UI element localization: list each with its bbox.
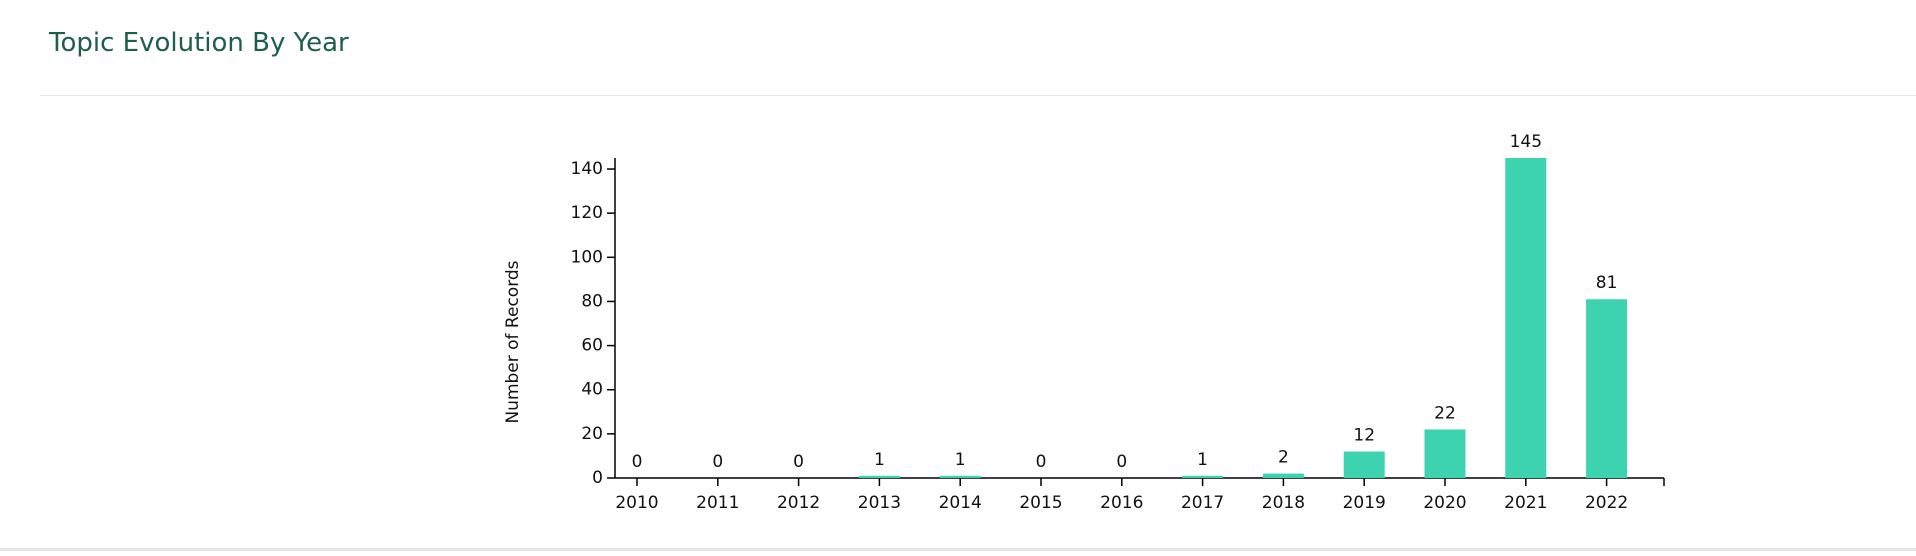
x-tick-label: 2018 — [1262, 493, 1305, 513]
y-tick-label: 140 — [571, 159, 603, 179]
value-label: 1 — [955, 450, 966, 470]
y-tick-label: 20 — [581, 424, 603, 444]
x-tick-label: 2015 — [1019, 493, 1062, 513]
bar — [1262, 473, 1304, 478]
value-label: 0 — [712, 452, 723, 472]
y-axis-label: Number of Records — [503, 260, 523, 423]
value-label: 0 — [1036, 452, 1047, 472]
x-tick-label: 2021 — [1504, 493, 1547, 513]
value-label: 2 — [1278, 448, 1289, 468]
bar — [858, 475, 900, 478]
bar — [939, 475, 981, 478]
x-tick-label: 2011 — [696, 493, 739, 513]
value-label: 12 — [1353, 426, 1375, 446]
x-tick-label: 2019 — [1343, 493, 1386, 513]
x-tick-label: 2016 — [1100, 493, 1143, 513]
x-tick-label: 2014 — [939, 493, 982, 513]
y-tick-label: 120 — [571, 203, 603, 223]
bar — [1586, 299, 1628, 478]
value-label: 0 — [1116, 452, 1127, 472]
x-tick-label: 2020 — [1423, 493, 1466, 513]
y-tick-label: 60 — [581, 336, 603, 356]
y-tick-label: 80 — [581, 291, 603, 311]
y-tick-label: 0 — [592, 468, 603, 488]
bar — [1343, 451, 1385, 478]
value-label: 1 — [1197, 450, 1208, 470]
y-tick-label: 100 — [571, 247, 603, 267]
divider — [40, 95, 1916, 96]
x-tick-label: 2017 — [1181, 493, 1224, 513]
value-label: 81 — [1596, 273, 1618, 293]
value-label: 145 — [1510, 132, 1542, 152]
x-tick-label: 2012 — [777, 493, 820, 513]
bar — [1424, 429, 1466, 478]
x-tick-label: 2013 — [858, 493, 901, 513]
value-label: 1 — [874, 450, 885, 470]
bar — [1182, 475, 1224, 478]
y-tick-label: 40 — [581, 380, 603, 400]
panel-title: Topic Evolution By Year — [49, 28, 349, 58]
value-label: 0 — [793, 452, 804, 472]
value-label: 0 — [632, 452, 643, 472]
x-tick-label: 2022 — [1585, 493, 1628, 513]
bar — [1505, 158, 1547, 478]
value-label: 22 — [1434, 403, 1456, 423]
x-tick-label: 2010 — [615, 493, 658, 513]
